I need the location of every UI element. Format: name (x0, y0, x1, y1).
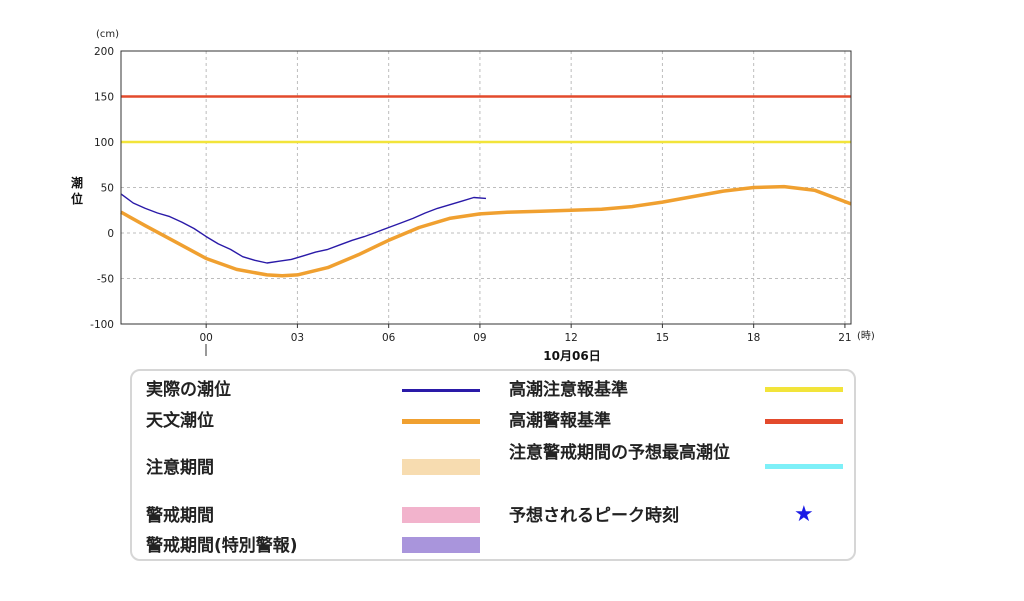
x-tick-label: 18 (747, 332, 760, 344)
y-tick-label: -50 (97, 274, 114, 286)
y-unit-label: (cm) (96, 29, 119, 40)
legend-label-astronomical-tide: 天文潮位 (146, 411, 214, 431)
legend-swatch-astronomical-tide (402, 419, 480, 424)
legend-label-special-warning-period: 警戒期間(特別警報) (146, 536, 298, 556)
series-line-astronomical-tide (120, 184, 852, 278)
legend-swatch-forecast-max-tide (765, 464, 843, 469)
legend-label-caution-period: 注意期間 (146, 458, 214, 478)
legend-swatch-caution-period (402, 459, 480, 475)
legend-label-warning-period: 警戒期間 (146, 506, 214, 526)
x-tick-label: 03 (291, 332, 304, 344)
y-tick-label: 50 (101, 183, 114, 195)
y-tick-label: -100 (90, 319, 114, 331)
legend-label-forecast-max-tide: 注意警戒期間の予想最高潮位 (509, 443, 730, 463)
x-tick-label: 12 (564, 332, 577, 344)
x-tick-label: 09 (473, 332, 486, 344)
date-label: 10月06日 (543, 349, 600, 363)
legend-label-peak-time: 予想されるピーク時刻 (509, 506, 679, 526)
tide-chart: 200 150 100 50 0 -50 -100 00 03 06 09 12 15 18 21 (cm… (71, 29, 875, 363)
x-tick-label: 00 (199, 332, 212, 344)
y-tick-label: 150 (94, 92, 114, 104)
plot-frame (120, 50, 852, 325)
legend-label-advisory-level: 高潮注意報基準 (509, 380, 628, 400)
series-layer (120, 184, 852, 278)
legend-swatch-special-warning-period (402, 537, 480, 553)
x-unit-label: (時) (857, 330, 875, 342)
legend: 実際の潮位 天文潮位 注意期間 警戒期間 警戒期間(特別警報) 高潮注意報基準 … (130, 369, 856, 561)
series-line-actual-tide (120, 193, 487, 264)
legend-swatch-actual-tide (402, 389, 480, 392)
x-tick-label: 21 (838, 332, 851, 344)
star-icon: ★ (794, 502, 814, 527)
x-tick-label: 06 (382, 332, 396, 344)
legend-label-warning-level: 高潮警報基準 (509, 411, 611, 431)
legend-label-actual-tide: 実際の潮位 (146, 380, 231, 400)
y-tick-label: 100 (94, 137, 114, 149)
x-axis-ticks: 00 03 06 09 12 15 18 21 (199, 324, 852, 344)
y-axis-ticks: 200 150 100 50 0 -50 -100 (90, 46, 114, 331)
legend-swatch-advisory-level (765, 387, 843, 392)
y-tick-label: 200 (94, 46, 114, 58)
y-axis-label: 潮位 (71, 175, 83, 206)
x-tick-label: 15 (656, 332, 669, 344)
legend-swatch-warning-level (765, 419, 843, 424)
reference-lines (121, 95, 851, 144)
legend-swatch-warning-period (402, 507, 480, 523)
y-tick-label: 0 (107, 228, 114, 240)
